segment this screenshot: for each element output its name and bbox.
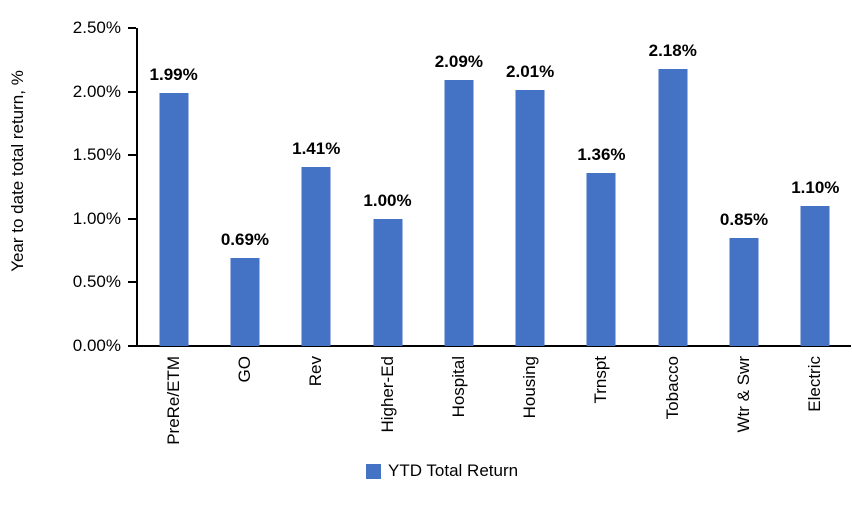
- bar-value-label: 1.00%: [363, 191, 412, 210]
- bar-value-label: 1.99%: [149, 65, 198, 84]
- x-category-label: GO: [234, 356, 254, 383]
- bar: [230, 258, 260, 346]
- x-category: GO: [209, 356, 280, 382]
- x-axis-line: [128, 345, 851, 347]
- x-category: Electric: [780, 356, 851, 412]
- bar-value-label: 2.01%: [506, 62, 555, 81]
- legend-label: YTD Total Return: [388, 461, 519, 480]
- bar: [444, 80, 474, 346]
- y-tick-label: 0.50%: [72, 272, 121, 292]
- x-category-label: Rev: [306, 356, 326, 387]
- bar-value-label: 1.10%: [791, 178, 840, 197]
- y-tick-mark: [128, 217, 136, 220]
- bar: [373, 219, 403, 346]
- x-category-label: Electric: [805, 356, 825, 412]
- bar-value-label: 1.41%: [292, 139, 341, 158]
- legend-marker-icon: [366, 463, 381, 479]
- bar-column: 2.01%: [494, 28, 565, 346]
- y-tick-mark: [128, 27, 136, 29]
- x-axis-labels: PreRe/ETM GO Rev Higher-Ed Hospital Housing Tr…: [138, 356, 851, 445]
- bar-value-label: 2.09%: [434, 52, 483, 71]
- y-tick-label: 1.00%: [72, 208, 121, 228]
- bar: [159, 93, 189, 346]
- legend: YTD Total Return: [366, 461, 518, 481]
- x-category: Higher-Ed: [352, 356, 423, 433]
- bar-column: 2.09%: [423, 28, 494, 346]
- bar-column: 1.00%: [352, 28, 423, 346]
- x-category-label: Wtr & Swr: [734, 356, 754, 433]
- bar-column: 2.18%: [637, 28, 708, 346]
- y-axis-line: [136, 28, 138, 347]
- x-category-label: Tobacco: [662, 356, 682, 420]
- bar-value-label: 2.18%: [648, 41, 697, 60]
- x-category: Rev: [281, 356, 352, 386]
- bar-value-label: 0.85%: [719, 210, 769, 229]
- x-category: Hospital: [423, 356, 494, 417]
- bar-value-label: 0.69%: [220, 230, 270, 249]
- x-category: Housing: [494, 356, 565, 418]
- x-category: Tobacco: [637, 356, 708, 419]
- plot-area: 1.99% 0.69% 1.41% 1.00% 2.09% 2.01% 1.36% 2.18%…: [138, 28, 851, 346]
- x-category-label: Hospital: [448, 356, 468, 418]
- x-category-label: Trnspt: [591, 356, 611, 404]
- bar: [515, 90, 545, 346]
- bar-column: 0.69%: [209, 28, 280, 346]
- bar: [729, 238, 759, 346]
- y-tick-mark: [128, 154, 136, 157]
- bar: [586, 173, 616, 346]
- bar: [658, 69, 688, 346]
- x-category-label: Housing: [520, 356, 540, 419]
- bar-column: 1.99%: [138, 28, 209, 346]
- x-category: Trnspt: [566, 356, 637, 404]
- bar: [301, 167, 331, 346]
- x-category: PreRe/ETM: [138, 356, 209, 445]
- bar-column: 0.85%: [708, 28, 779, 346]
- bar-column: 1.41%: [281, 28, 352, 346]
- y-tick-mark: [128, 90, 136, 93]
- y-tick-label: 2.00%: [72, 81, 121, 101]
- bar-column: 1.10%: [780, 28, 851, 346]
- x-category-label: PreRe/ETM: [163, 356, 183, 445]
- x-category-label: Higher-Ed: [377, 356, 397, 433]
- y-tick-label: 0.00%: [72, 336, 121, 355]
- y-tick-mark: [128, 281, 136, 284]
- y-tick-label: 1.50%: [72, 145, 121, 165]
- bar-column: 1.36%: [566, 28, 637, 346]
- y-tick-label: 2.50%: [72, 18, 121, 37]
- bar-value-label: 1.36%: [577, 145, 626, 164]
- bar: [800, 206, 830, 346]
- x-category: Wtr & Swr: [708, 356, 779, 433]
